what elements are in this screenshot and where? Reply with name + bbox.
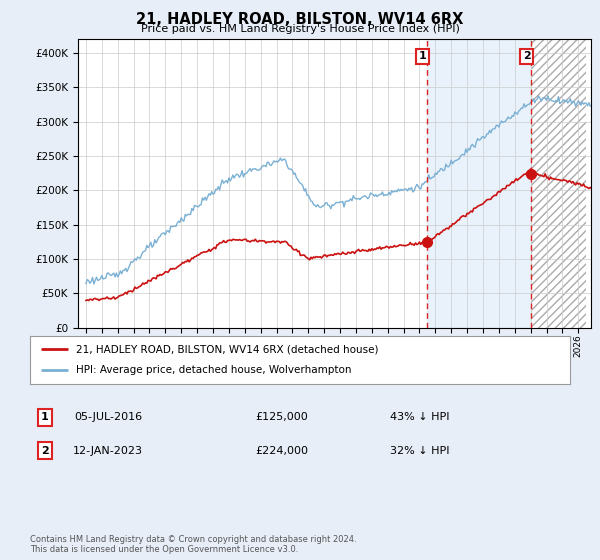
Text: 1: 1	[419, 52, 427, 62]
Bar	[427, 39, 531, 328]
Text: Contains HM Land Registry data © Crown copyright and database right 2024.
This d: Contains HM Land Registry data © Crown c…	[30, 535, 356, 554]
Text: 32% ↓ HPI: 32% ↓ HPI	[390, 446, 450, 456]
Text: £224,000: £224,000	[256, 446, 308, 456]
Text: Price paid vs. HM Land Registry's House Price Index (HPI): Price paid vs. HM Land Registry's House …	[140, 24, 460, 34]
Text: 21, HADLEY ROAD, BILSTON, WV14 6RX: 21, HADLEY ROAD, BILSTON, WV14 6RX	[136, 12, 464, 27]
Bar	[531, 39, 586, 328]
Text: £125,000: £125,000	[256, 412, 308, 422]
Text: 21, HADLEY ROAD, BILSTON, WV14 6RX (detached house): 21, HADLEY ROAD, BILSTON, WV14 6RX (deta…	[76, 344, 379, 354]
Text: 05-JUL-2016: 05-JUL-2016	[74, 412, 142, 422]
Text: 12-JAN-2023: 12-JAN-2023	[73, 446, 143, 456]
Bar	[531, 39, 586, 328]
Text: 2: 2	[41, 446, 49, 456]
Text: 43% ↓ HPI: 43% ↓ HPI	[390, 412, 450, 422]
Text: 2: 2	[523, 52, 530, 62]
Text: HPI: Average price, detached house, Wolverhampton: HPI: Average price, detached house, Wolv…	[76, 365, 352, 375]
Text: 1: 1	[41, 412, 49, 422]
